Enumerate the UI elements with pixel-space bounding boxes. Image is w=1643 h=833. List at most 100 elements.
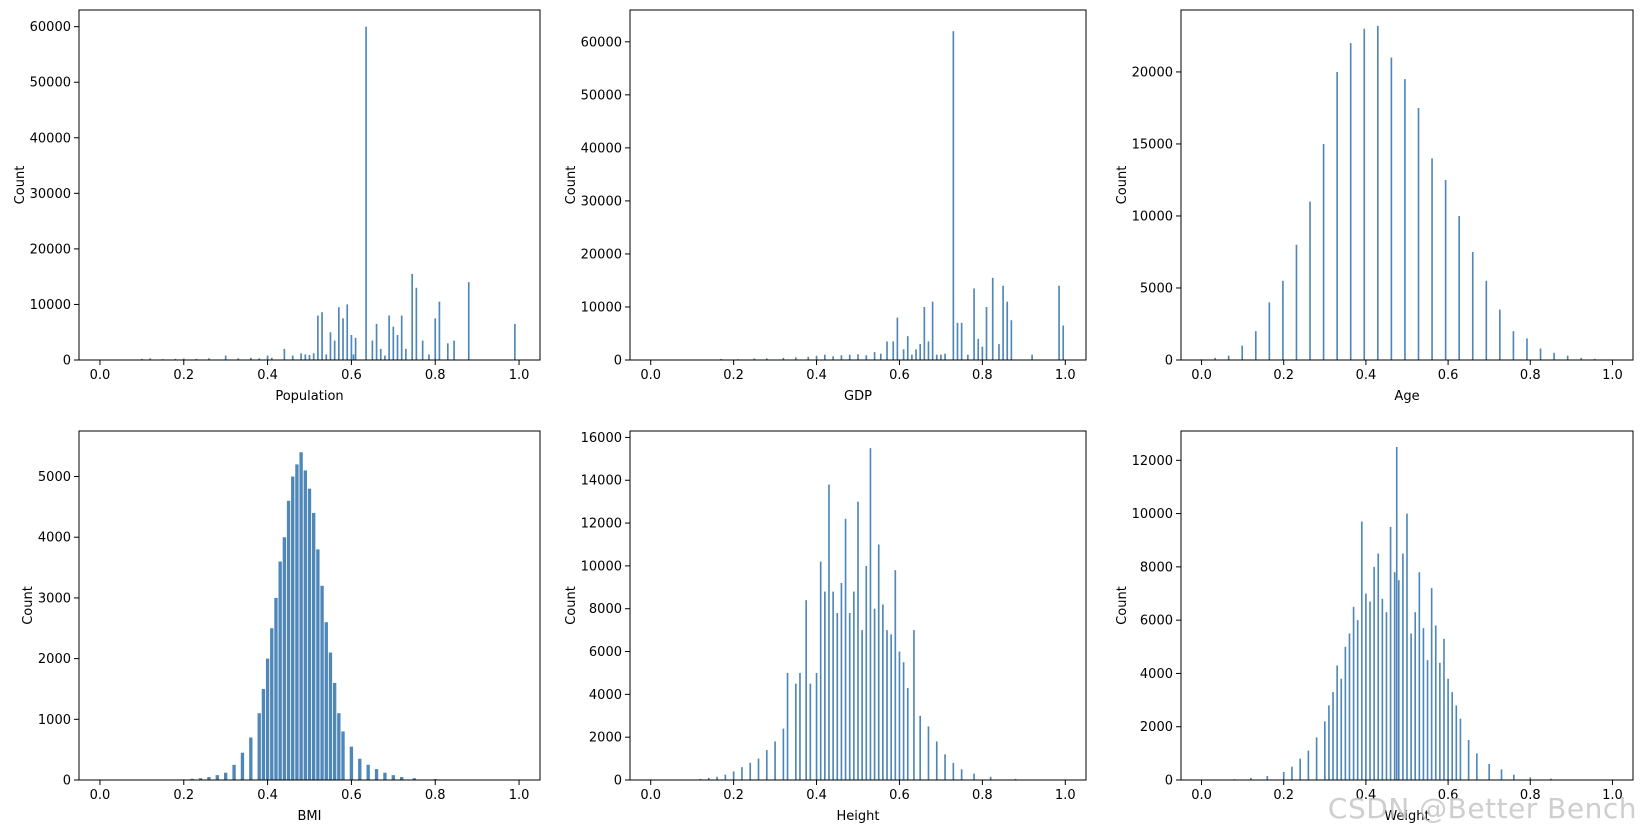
y-tick-label: 6000	[589, 645, 622, 660]
histogram-bar	[699, 778, 702, 780]
histogram-bar	[282, 537, 287, 780]
histogram-bar	[832, 356, 834, 360]
histogram-bar	[428, 354, 430, 360]
histogram-bar	[1417, 107, 1420, 360]
histogram-bar	[786, 672, 789, 780]
histogram-bar	[346, 304, 349, 360]
histogram-bar	[1389, 526, 1392, 780]
y-tick-label: 50000	[30, 76, 71, 91]
y-tick-label: 8000	[589, 602, 622, 617]
histogram-bar	[149, 358, 152, 360]
histogram-bar	[927, 726, 930, 780]
histogram-bar	[1422, 628, 1425, 780]
histogram-bar	[944, 754, 946, 780]
histogram-bar	[1404, 79, 1406, 360]
histogram-bar	[1550, 778, 1552, 780]
y-tick-label: 4000	[1140, 667, 1173, 682]
x-tick-label: 1.0	[1055, 368, 1076, 383]
histogram-bar	[886, 341, 888, 360]
x-tick-label: 0.0	[640, 788, 661, 803]
histogram-bar	[902, 662, 905, 780]
y-tick-label: 2000	[38, 652, 71, 667]
histogram-bar	[308, 355, 311, 360]
y-tick-label: 10000	[1132, 209, 1173, 224]
y-tick-label: 40000	[581, 141, 622, 156]
histogram-bar	[1282, 772, 1285, 780]
histogram-bar	[794, 357, 797, 360]
y-tick-label: 14000	[581, 474, 622, 489]
histogram-bar	[913, 630, 915, 780]
histogram-bar	[333, 340, 336, 360]
y-axis-label: Count	[564, 166, 579, 205]
histogram-bar	[896, 317, 899, 360]
histogram-bar	[1476, 753, 1478, 780]
y-tick-label: 4000	[589, 688, 622, 703]
histogram-bar	[1307, 750, 1310, 780]
y-tick-label: 5000	[38, 470, 71, 485]
histogram-bar	[291, 476, 295, 780]
histogram-bar	[782, 357, 785, 360]
histogram-bar	[1062, 325, 1065, 360]
x-tick-label: 0.8	[972, 368, 993, 383]
histogram-bar	[815, 355, 818, 360]
histogram-bar	[383, 772, 387, 780]
histogram-bar	[1348, 633, 1351, 780]
x-axis-label: Population	[275, 389, 343, 404]
axes-frame	[629, 9, 1087, 361]
x-tick-label: 0.2	[1273, 368, 1294, 383]
histogram-bar	[1377, 553, 1380, 780]
histogram-bar	[1315, 737, 1318, 780]
histogram-bar	[374, 769, 379, 780]
histogram-bar	[1336, 665, 1338, 780]
histogram-bar	[324, 622, 328, 780]
y-tick-label: 20000	[30, 242, 71, 257]
histogram-bar	[977, 338, 980, 360]
histogram-bar	[824, 591, 826, 780]
x-tick-label: 0.0	[1191, 368, 1212, 383]
y-axis-label: Count	[13, 166, 28, 205]
histogram-bar	[1499, 309, 1501, 360]
y-tick-label: 2000	[1140, 720, 1173, 735]
histogram-bar	[865, 355, 868, 360]
histogram-bar	[338, 307, 340, 360]
histogram-bar	[320, 585, 324, 780]
histogram-bar	[1414, 612, 1417, 780]
histogram-bar	[1381, 598, 1384, 780]
histogram-bar	[1458, 215, 1460, 360]
histogram-bar	[1402, 553, 1404, 780]
histogram-bar	[1369, 601, 1371, 780]
histogram-bar	[886, 630, 888, 780]
histogram-bar	[906, 687, 909, 780]
histogram-bar	[208, 358, 210, 360]
histogram-bar	[853, 591, 855, 780]
histogram-bar	[1324, 721, 1326, 780]
histogram-bar	[815, 672, 818, 780]
x-tick-label: 0.8	[1520, 368, 1541, 383]
histogram-bar	[249, 357, 252, 360]
histogram-bar	[1410, 633, 1412, 780]
histogram-bar	[321, 312, 323, 360]
histogram-bar	[1385, 612, 1388, 780]
y-tick-label: 0	[63, 354, 71, 369]
histogram-bar	[828, 484, 830, 780]
histogram-bar	[1395, 446, 1398, 780]
histogram-bar	[411, 273, 414, 360]
histogram-bar	[266, 355, 269, 360]
histogram-bar	[960, 322, 963, 360]
histogram-bar	[1328, 705, 1330, 780]
histogram-bar	[349, 746, 354, 780]
histogram-bar	[328, 652, 333, 780]
histogram-bar	[927, 341, 930, 360]
histogram-bar	[174, 358, 177, 360]
histogram-bar	[1268, 302, 1271, 360]
histogram-bar	[952, 31, 955, 361]
y-tick-label: 30000	[581, 194, 622, 209]
histogram-bar	[1418, 572, 1421, 780]
histogram-bar	[1344, 646, 1347, 780]
histogram-bar	[1500, 769, 1503, 780]
y-tick-label: 10000	[1132, 507, 1173, 522]
y-tick-label: 0	[614, 774, 622, 789]
histogram-bar	[182, 358, 185, 360]
histogram-bar	[354, 337, 357, 360]
histogram-bar	[956, 322, 959, 360]
